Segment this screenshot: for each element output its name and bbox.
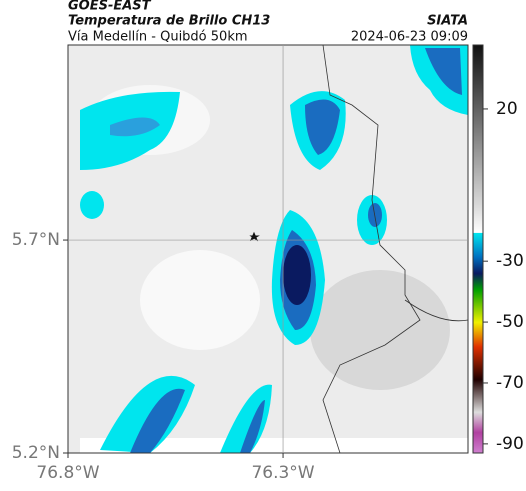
colorbar-tick-label: 20 (496, 99, 518, 119)
subtitle: Vía Medellín - Quibdó 50km (68, 30, 248, 45)
y-tick-label: 5.7°N (12, 230, 60, 250)
source: GOES-EAST (68, 0, 152, 14)
colorbar (472, 44, 484, 454)
colorbar-tick-label: -70 (496, 373, 524, 393)
credit: SIATA (427, 14, 468, 29)
map-frame (67, 44, 469, 454)
title: Temperatura de Brillo CH13 (68, 14, 270, 29)
x-tick-label: 76.8°W (36, 463, 99, 483)
colorbar-tick-label: -30 (496, 251, 524, 271)
x-tick-label: 76.3°W (251, 463, 314, 483)
colorbar-tick-label: -90 (496, 434, 524, 454)
y-tick-label: 5.2°N (12, 443, 60, 463)
colorbar-tick-label: -50 (496, 312, 524, 332)
satellite-image (68, 45, 468, 453)
datetime: 2024-06-23 09:09 (351, 30, 468, 45)
